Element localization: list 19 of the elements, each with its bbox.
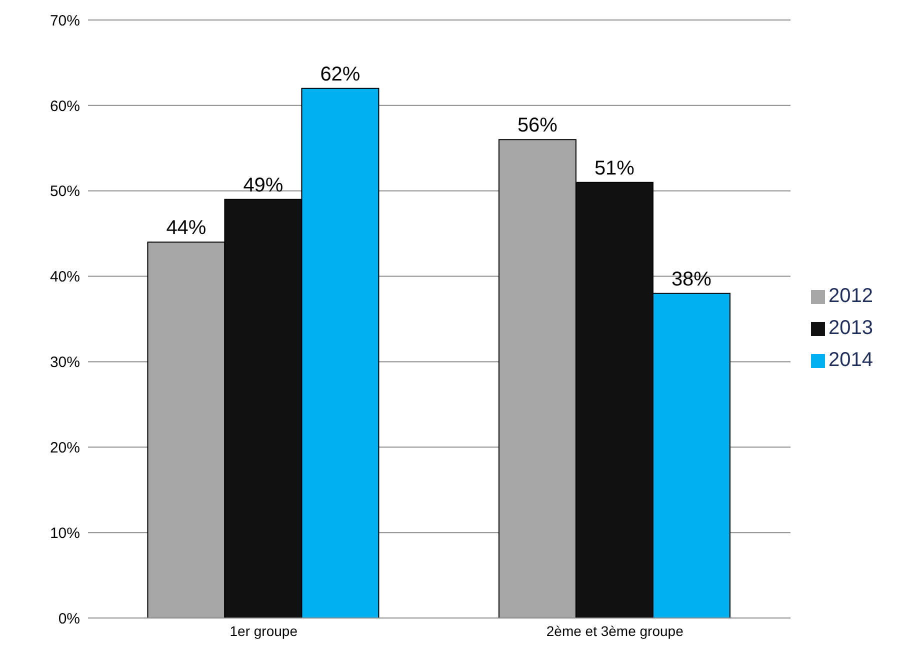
legend-label: 2013 [828,317,873,339]
x-tick-label: 1er groupe [230,622,298,639]
data-label: 51% [594,157,635,180]
legend-label: 2014 [828,349,873,371]
y-tick-label: 70% [50,12,80,30]
y-tick-label: 40% [50,268,80,286]
y-tick-label: 50% [50,183,80,200]
legend-label: 2012 [828,285,873,307]
data-label: 38% [671,268,712,290]
data-label: 49% [243,174,284,196]
y-tick-label: 30% [50,354,80,372]
x-tick-label: 2ème et 3ème groupe [546,622,684,639]
data-label: 56% [517,114,558,137]
y-tick-label: 20% [50,439,80,456]
y-tick-label: 60% [50,98,80,115]
y-tick-label: 10% [50,524,80,542]
y-tick-label: 0% [58,610,80,628]
data-label: 44% [166,217,206,240]
data-label: 62% [320,63,360,86]
